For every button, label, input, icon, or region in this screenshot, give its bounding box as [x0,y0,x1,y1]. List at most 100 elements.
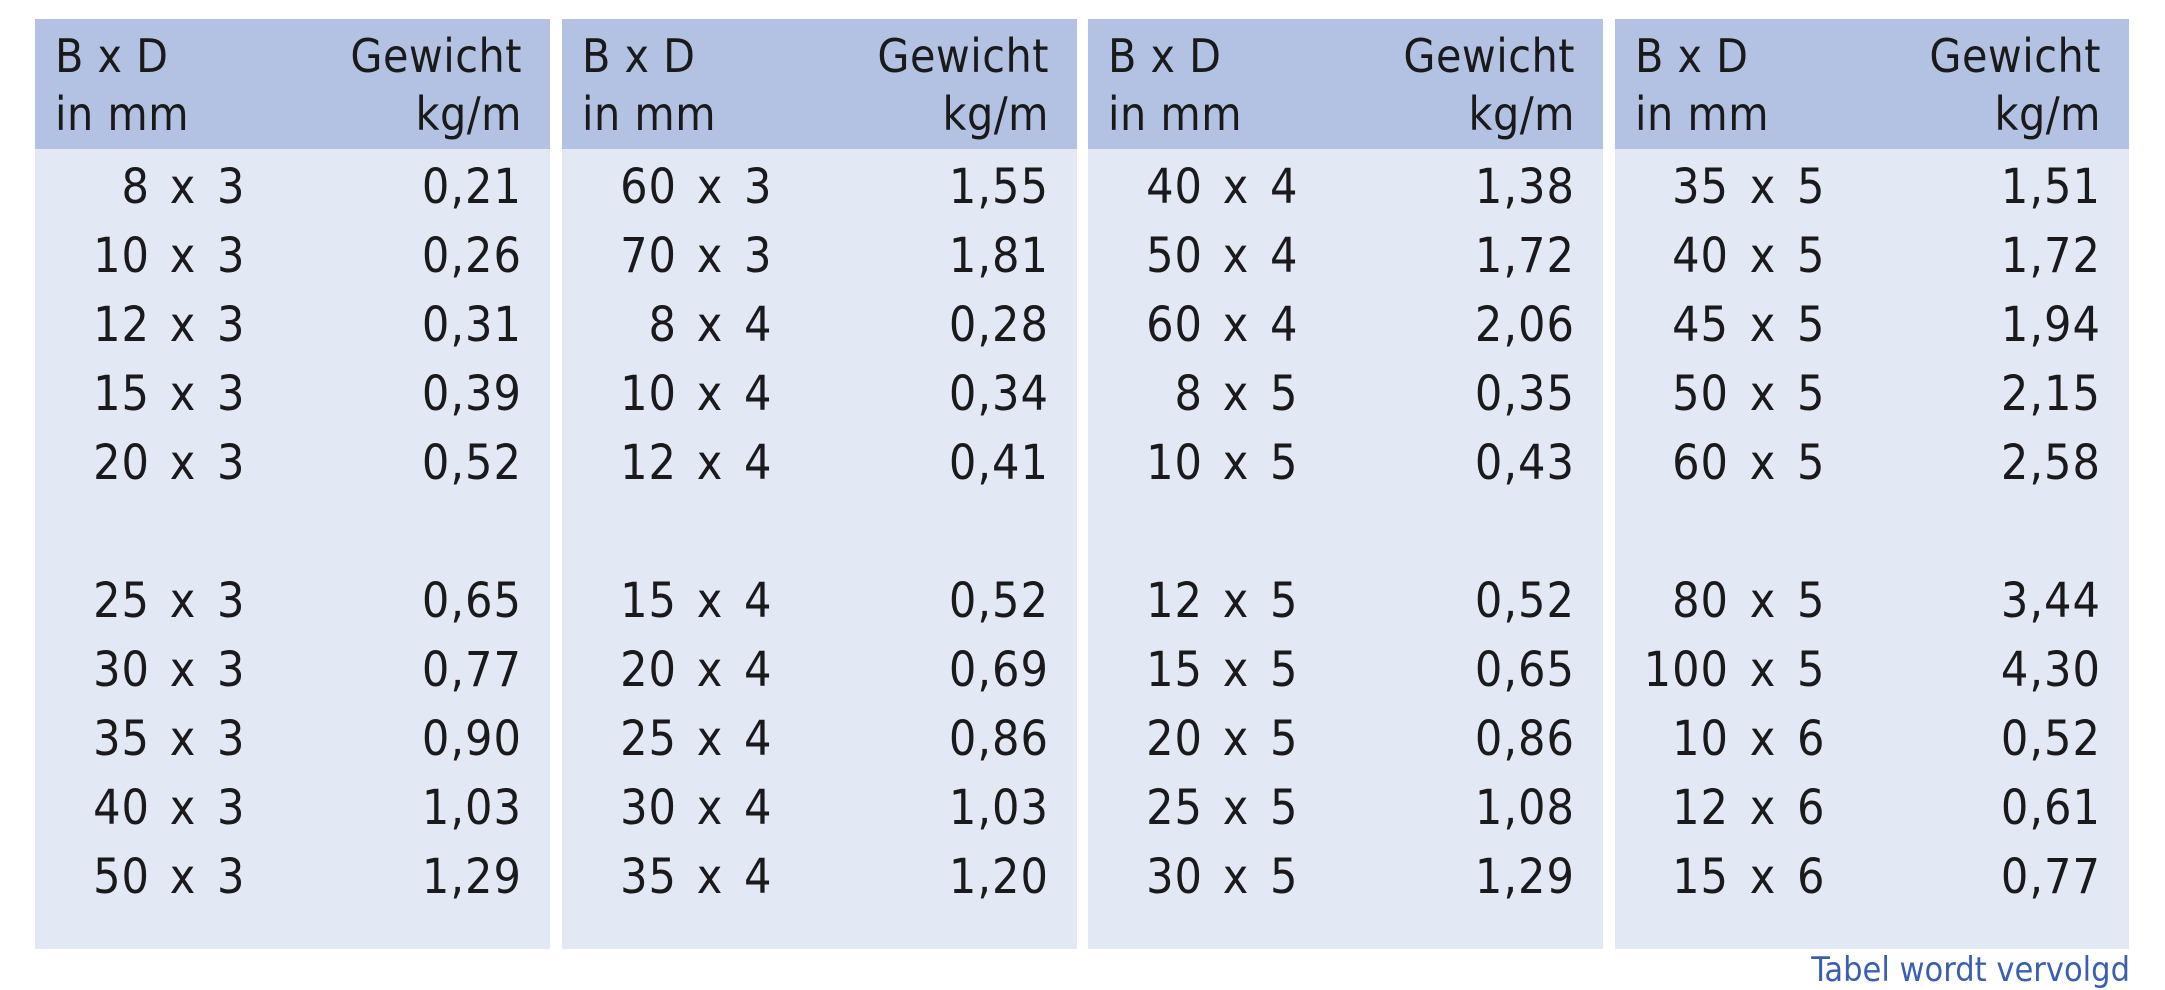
table-row: 8 x 3 0,21 [35,157,550,217]
size-header-line: in mm [1108,87,1243,141]
table-row: 40 x 4 1,38 [1088,157,1603,217]
table-row: 25 x 5 1,08 [1088,778,1603,838]
weight-header-line: kg/m [942,87,1049,141]
thickness-value: 5 [1270,366,1299,422]
weight-value: 0,43 [1474,435,1575,491]
width-value: 10 [93,228,150,284]
table-row: 50 x 3 1,29 [35,847,550,907]
weight-header-line: Gewicht [1403,29,1575,83]
width-value: 40 [1146,159,1203,215]
times-sign: x [169,228,197,284]
table-row: 35 x 4 1,20 [562,847,1077,907]
weight-value: 0,65 [421,573,522,629]
weight-value: 3,44 [2000,573,2101,629]
thickness-value: 3 [217,711,246,767]
weight-value: 2,06 [1474,297,1575,353]
width-value: 15 [1146,642,1203,698]
table-row: 10 x 4 0,34 [562,364,1077,424]
width-value: 30 [620,780,677,836]
table-row: 40 x 5 1,72 [1615,226,2129,286]
thickness-value: 3 [217,435,246,491]
size-header-line: in mm [1635,87,1770,141]
width-value: 20 [1146,711,1203,767]
table-row: 15 x 6 0,77 [1615,847,2129,907]
thickness-value: 5 [1797,228,1826,284]
times-sign: x [696,642,724,698]
times-sign: x [1749,297,1777,353]
width-value: 25 [620,711,677,767]
table-row: 8 x 4 0,28 [562,295,1077,355]
times-sign: x [169,435,197,491]
table-row: 12 x 5 0,52 [1088,571,1603,631]
times-sign: x [696,780,724,836]
table-row: 20 x 5 0,86 [1088,709,1603,769]
width-value: 20 [620,642,677,698]
thickness-value: 4 [744,849,773,905]
times-sign: x [1222,366,1250,422]
weight-value: 1,29 [1474,849,1575,905]
weight-value: 1,08 [1474,780,1575,836]
weight-value: 1,81 [948,228,1049,284]
table-row: 35 x 5 1,51 [1615,157,2129,217]
times-sign: x [169,297,197,353]
weight-value: 2,15 [2000,366,2101,422]
width-value: 10 [620,366,677,422]
thickness-value: 4 [744,435,773,491]
table-row: 60 x 3 1,55 [562,157,1077,217]
weight-value: 0,65 [1474,642,1575,698]
times-sign: x [169,849,197,905]
width-value: 10 [1146,435,1203,491]
thickness-value: 3 [744,159,773,215]
table-row: 12 x 6 0,61 [1615,778,2129,838]
width-value: 70 [620,228,677,284]
weight-value: 1,55 [948,159,1049,215]
times-sign: x [1749,780,1777,836]
table-row: 30 x 4 1,03 [562,778,1077,838]
table-row: 50 x 5 2,15 [1615,364,2129,424]
weight-value: 0,39 [421,366,522,422]
thickness-value: 5 [1797,366,1826,422]
thickness-value: 5 [1797,435,1826,491]
times-sign: x [1749,228,1777,284]
times-sign: x [696,435,724,491]
times-sign: x [169,642,197,698]
times-sign: x [1222,573,1250,629]
weight-value: 0,35 [1474,366,1575,422]
weight-value: 1,51 [2000,159,2101,215]
weight-value: 0,52 [421,435,522,491]
width-value: 45 [1672,297,1729,353]
thickness-value: 3 [217,366,246,422]
times-sign: x [1749,435,1777,491]
weight-value: 1,03 [948,780,1049,836]
weight-header-line: Gewicht [350,29,522,83]
weight-value: 0,21 [421,159,522,215]
times-sign: x [1222,228,1250,284]
weight-value: 0,52 [2000,711,2101,767]
thickness-value: 5 [1797,297,1826,353]
thickness-value: 4 [1270,228,1299,284]
table-row: 60 x 4 2,06 [1088,295,1603,355]
times-sign: x [696,228,724,284]
width-value: 8 [121,159,150,215]
table-row: 40 x 3 1,03 [35,778,550,838]
table-row: 15 x 3 0,39 [35,364,550,424]
table-row: 10 x 3 0,26 [35,226,550,286]
table-row: 25 x 3 0,65 [35,571,550,631]
width-value: 50 [93,849,150,905]
thickness-value: 5 [1797,159,1826,215]
table-row: 100 x 5 4,30 [1615,640,2129,700]
weight-value: 1,29 [421,849,522,905]
width-value: 50 [1146,228,1203,284]
table-row: 10 x 6 0,52 [1615,709,2129,769]
thickness-value: 5 [1270,573,1299,629]
thickness-value: 3 [217,573,246,629]
table-continued-note: Tabel wordt vervolgd [1811,950,2130,990]
weight-value: 0,34 [948,366,1049,422]
